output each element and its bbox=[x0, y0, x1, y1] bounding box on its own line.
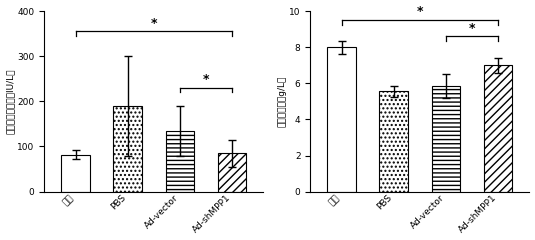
Y-axis label: 谷草转氨酶浓度（IU/L）: 谷草转氨酶浓度（IU/L） bbox=[5, 69, 14, 134]
Bar bbox=[379, 91, 408, 192]
Bar bbox=[327, 47, 356, 192]
Y-axis label: 白蛋白浓度（g/L）: 白蛋白浓度（g/L） bbox=[277, 76, 286, 127]
Text: *: * bbox=[469, 22, 475, 35]
Bar bbox=[484, 65, 513, 192]
Text: *: * bbox=[203, 73, 209, 86]
Bar bbox=[113, 106, 142, 192]
Bar bbox=[166, 131, 194, 192]
Text: *: * bbox=[151, 17, 157, 30]
Bar bbox=[62, 155, 90, 192]
Text: *: * bbox=[417, 5, 423, 18]
Bar bbox=[432, 86, 460, 192]
Bar bbox=[218, 153, 247, 192]
